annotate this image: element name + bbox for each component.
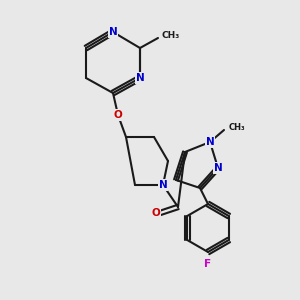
- Text: N: N: [136, 73, 144, 83]
- Text: CH₃: CH₃: [229, 124, 246, 133]
- Text: N: N: [109, 27, 117, 37]
- Text: N: N: [206, 137, 214, 147]
- Text: O: O: [114, 110, 122, 120]
- Text: N: N: [159, 180, 167, 190]
- Text: CH₃: CH₃: [161, 31, 179, 40]
- Text: O: O: [152, 208, 160, 218]
- Text: N: N: [214, 163, 222, 173]
- Text: F: F: [204, 259, 211, 269]
